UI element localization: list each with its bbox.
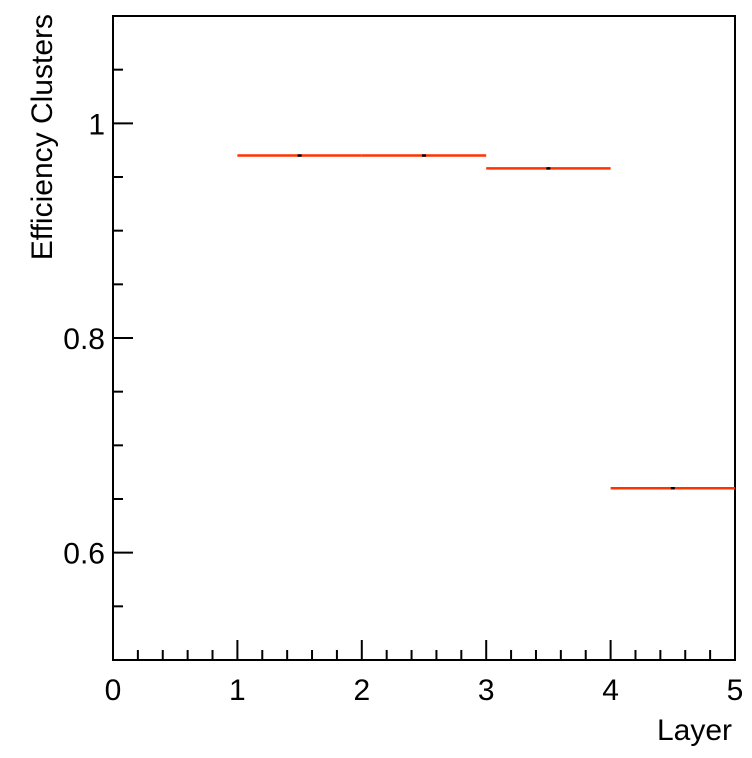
plot-frame-rect bbox=[112, 15, 736, 661]
y-tick-label: 0.6 bbox=[63, 538, 105, 571]
x-tick-label: 3 bbox=[478, 674, 495, 707]
y-axis-title: Efficiency Clusters bbox=[26, 14, 59, 260]
axis-tick-labels: 0 1 2 3 4 5 0.6 0.8 1 bbox=[63, 108, 743, 707]
x-tick-label: 2 bbox=[353, 674, 370, 707]
x-tick-label: 1 bbox=[229, 674, 246, 707]
data-series bbox=[237, 154, 735, 490]
y-tick-label: 1 bbox=[88, 108, 105, 141]
x-tick-label: 5 bbox=[727, 674, 744, 707]
y-tick-label: 0.8 bbox=[63, 323, 105, 356]
axis-ticks bbox=[112, 15, 736, 661]
x-tick-label: 0 bbox=[105, 674, 122, 707]
x-tick-label: 4 bbox=[602, 674, 619, 707]
x-axis-title: Layer bbox=[657, 714, 732, 747]
plot-frame bbox=[112, 15, 736, 661]
